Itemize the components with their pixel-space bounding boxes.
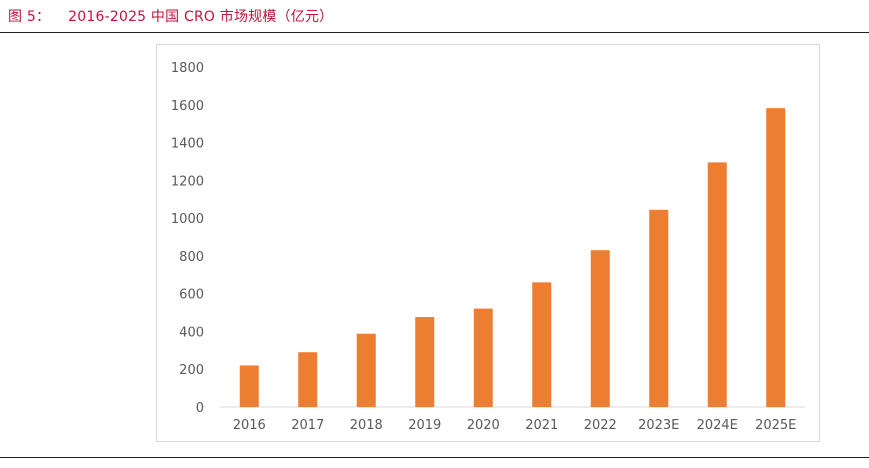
y-tick-label: 1000 xyxy=(171,212,204,227)
x-tick-label: 2019 xyxy=(408,418,441,433)
y-tick-label: 600 xyxy=(179,288,204,303)
chart-frame: 0 200 400 600 800 1000 1200 1400 1600 1800 2016 201… xyxy=(156,44,820,442)
x-tick-label: 2022 xyxy=(584,418,617,433)
bar-chart: 0 200 400 600 800 1000 1200 1400 1600 1800 2016 201… xyxy=(171,61,805,433)
bottom-rule xyxy=(0,457,869,458)
x-tick-label: 2017 xyxy=(291,418,324,433)
y-tick-label: 800 xyxy=(179,250,204,265)
x-tick-label: 2023E xyxy=(638,418,679,433)
y-tick-label: 200 xyxy=(179,363,204,378)
bar-2016 xyxy=(239,365,259,407)
bar-2024E xyxy=(707,162,727,407)
y-tick-label: 400 xyxy=(179,325,204,340)
y-tick-label: 0 xyxy=(196,401,204,416)
x-tick-label: 2020 xyxy=(467,418,500,433)
bar-2025E xyxy=(766,108,786,407)
x-tick-label: 2021 xyxy=(525,418,558,433)
figure-title-text: 2016-2025 中国 CRO 市场规模（亿元） xyxy=(68,9,334,25)
y-tick-label: 1400 xyxy=(171,137,204,152)
figure-label: 图 5： xyxy=(8,9,51,25)
x-tick-label: 2025E xyxy=(755,418,796,433)
bar-2017 xyxy=(298,352,318,407)
bar-2021 xyxy=(532,282,552,407)
y-tick-label: 1600 xyxy=(171,99,204,114)
top-rule xyxy=(0,32,869,33)
bar-2023E xyxy=(649,209,669,407)
x-tick-label: 2018 xyxy=(350,418,383,433)
bar-2020 xyxy=(473,308,493,407)
x-tick-label: 2016 xyxy=(233,418,266,433)
x-tick-label: 2024E xyxy=(697,418,738,433)
y-tick-label: 1200 xyxy=(171,174,204,189)
bar-2022 xyxy=(590,250,610,407)
y-tick-label: 1800 xyxy=(171,61,204,76)
figure-title: 图 5： 2016-2025 中国 CRO 市场规模（亿元） xyxy=(8,6,333,26)
bar-2018 xyxy=(356,333,376,407)
bar-2019 xyxy=(415,317,435,407)
